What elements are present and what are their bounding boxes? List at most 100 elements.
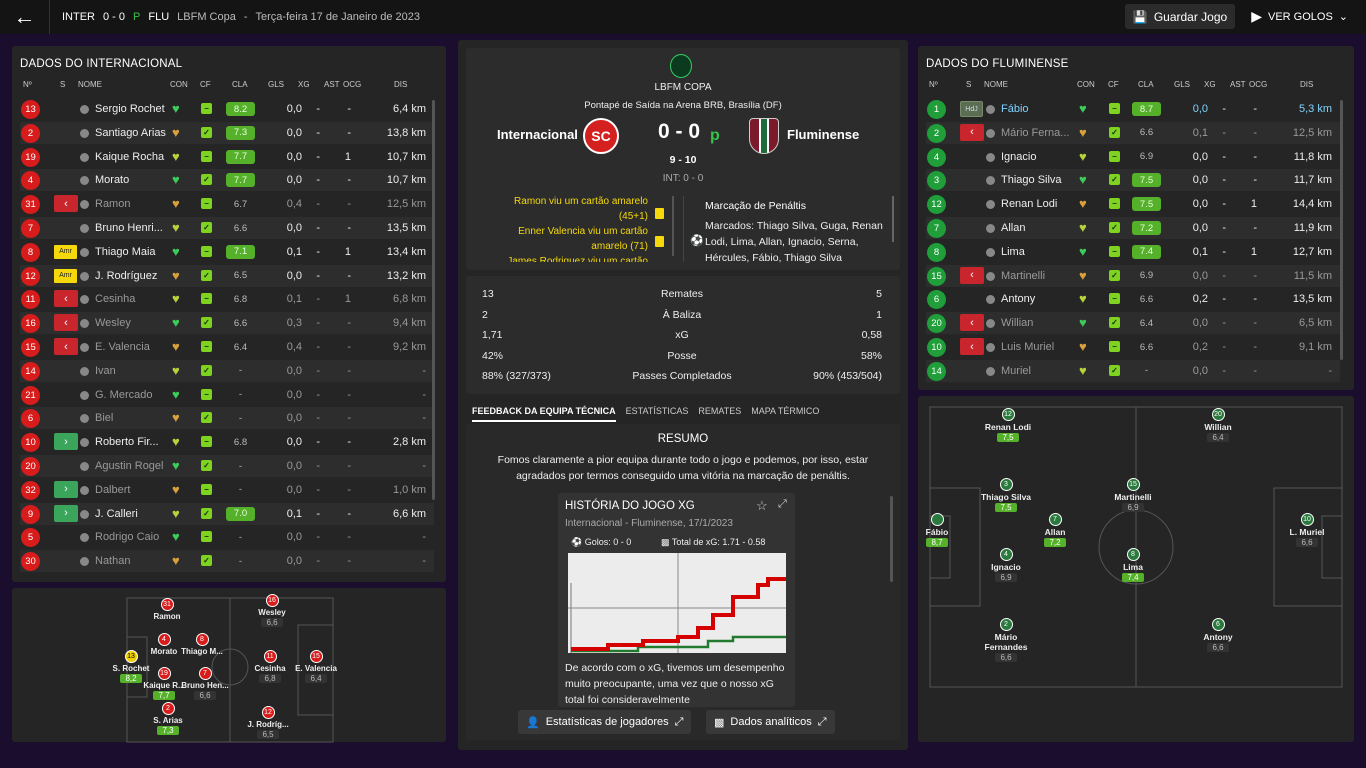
- column-header-cf[interactable]: CF: [200, 80, 211, 89]
- pitch-player[interactable]: 11 Cesinha 6,8: [240, 650, 300, 683]
- table-row[interactable]: 14 Muriel ♥ ✓ - 0,0 - - -: [926, 359, 1340, 382]
- table-row[interactable]: 4 Morato ♥ ✓ 7.7 0,0 - - 10,7 km: [20, 169, 434, 192]
- tab-heatmap[interactable]: MAPA TÉRMICO: [751, 406, 820, 416]
- table-row[interactable]: 9 › J. Calleri ♥ ✓ 7.0 0,1 - - 6,6 km: [20, 502, 434, 525]
- pitch-player[interactable]: 10 L. Muriel 6,6: [1277, 513, 1337, 547]
- player-name[interactable]: Allan: [1001, 222, 1026, 234]
- table-row[interactable]: 32 › Dalbert ♥ − - 0,0 - - 1,0 km: [20, 479, 434, 501]
- player-name[interactable]: Rodrigo Caio: [95, 531, 160, 544]
- player-name[interactable]: Luis Muriel: [1001, 341, 1055, 353]
- table-row[interactable]: 1 HdJ Fábio ♥ − 8.7 0,0 - - 5,3 km: [926, 98, 1340, 120]
- column-header-ocg[interactable]: OCG: [343, 80, 362, 89]
- player-name[interactable]: Biel: [95, 412, 114, 425]
- pitch-player[interactable]: 20 Willian 6,4: [1188, 408, 1248, 442]
- player-name[interactable]: Nathan: [95, 555, 131, 568]
- column-header-s[interactable]: S: [60, 80, 66, 89]
- player-name[interactable]: Sergio Rochet: [95, 103, 165, 115]
- column-header-name[interactable]: NOME: [984, 80, 1008, 89]
- column-header-dis[interactable]: DIS: [1300, 80, 1314, 89]
- scrollbar[interactable]: [892, 196, 894, 242]
- column-header-gls[interactable]: GLS: [1174, 80, 1191, 89]
- table-row[interactable]: 15 ‹ Martinelli ♥ ✓ 6.9 0,0 - - 11,5 km: [926, 264, 1340, 287]
- table-row[interactable]: 20 ‹ Willian ♥ ✓ 6.4 0,0 - - 6,5 km: [926, 312, 1340, 335]
- pitch-player[interactable]: 3 Thiago Silva 7,5: [976, 478, 1036, 512]
- pitch-player[interactable]: 2 Mário Fernandes 6,6: [976, 618, 1036, 662]
- table-row[interactable]: 12 Amr J. Rodríguez ♥ ✓ 6.5 0,0 - - 13,2 km: [20, 264, 434, 287]
- player-name[interactable]: Thiago Silva: [1001, 174, 1062, 187]
- player-name[interactable]: Ignacio: [1001, 150, 1037, 163]
- table-row[interactable]: 7 Bruno Henri... ♥ ✓ 6.6 0,0 - - 13,5 km: [20, 217, 434, 239]
- table-row[interactable]: 2 Santiago Arias ♥ ✓ 7.3 0,0 - - 13,8 km: [20, 121, 434, 144]
- player-name[interactable]: Santiago Arias: [95, 126, 166, 139]
- table-row[interactable]: 6 Biel ♥ ✓ - 0,0 - - -: [20, 407, 434, 430]
- table-row[interactable]: 31 ‹ Ramon ♥ − 6.7 0,4 - - 12,5 km: [20, 193, 434, 215]
- column-header-dis[interactable]: DIS: [394, 80, 408, 89]
- column-header-gls[interactable]: GLS: [268, 80, 285, 89]
- pitch-player[interactable]: 15 E. Valencia 6,4: [286, 650, 346, 683]
- table-row[interactable]: 19 Kaique Rocha ♥ − 7.7 0,0 - 1 10,7 km: [20, 146, 434, 168]
- table-row[interactable]: 2 ‹ Mário Ferna... ♥ ✓ 6.6 0,1 - - 12,5 km: [926, 121, 1340, 144]
- pitch-player[interactable]: 8 Thiago M...: [172, 633, 232, 656]
- player-name[interactable]: Roberto Fir...: [95, 436, 159, 449]
- back-arrow-icon[interactable]: ←: [0, 0, 50, 34]
- table-row[interactable]: 7 Allan ♥ ✓ 7.2 0,0 - - 11,9 km: [926, 217, 1340, 239]
- view-goals-button[interactable]: ▶ VER GOLOS ⌄: [1243, 4, 1356, 29]
- pitch-player[interactable]: 16 Wesley 6,6: [242, 594, 302, 627]
- pitch-player[interactable]: 12 J. Rodríg... 6,5: [238, 706, 298, 739]
- player-name[interactable]: Muriel: [1001, 364, 1031, 377]
- column-header-ast[interactable]: AST: [324, 80, 340, 89]
- pitch-player[interactable]: 4 Morato: [134, 633, 194, 656]
- analytics-button[interactable]: ▩ Dados analíticos ⤢: [706, 710, 835, 734]
- scrollbar[interactable]: [1340, 100, 1343, 360]
- pitch-player[interactable]: 13 S. Rochet 8,2: [101, 650, 161, 683]
- scrollbar[interactable]: [432, 100, 435, 500]
- player-name[interactable]: Agustin Rogel: [95, 460, 164, 472]
- pitch-player[interactable]: 31 Ramon: [137, 598, 197, 621]
- table-row[interactable]: 15 ‹ E. Valencia ♥ − 6.4 0,4 - - 9,2 km: [20, 336, 434, 358]
- table-row[interactable]: 21 G. Mercado ♥ − - 0,0 - - -: [20, 384, 434, 406]
- scrollbar[interactable]: [672, 196, 674, 256]
- column-header-ocg[interactable]: OCG: [1249, 80, 1268, 89]
- table-row[interactable]: 30 Nathan ♥ ✓ - 0,0 - - -: [20, 550, 434, 573]
- star-icon[interactable]: ☆: [756, 498, 768, 513]
- table-row[interactable]: 8 Lima ♥ −7.4 0,1 - 1 12,7 km: [926, 241, 1340, 263]
- player-name[interactable]: Kaique Rocha: [95, 150, 165, 163]
- table-row[interactable]: 5 Rodrigo Caio ♥ − - 0,0 - - -: [20, 526, 434, 548]
- table-row[interactable]: 10 ‹ Luis Muriel ♥ − 6.6 0,2 - - 9,1 km: [926, 336, 1340, 358]
- player-name[interactable]: Mário Ferna...: [1001, 126, 1070, 139]
- table-row[interactable]: 13 Sergio Rochet ♥ − 8.2 0,0 - - 6,4 km: [20, 98, 434, 120]
- player-name[interactable]: Thiago Maia: [95, 245, 156, 258]
- player-name[interactable]: Ramon: [95, 198, 131, 211]
- column-header-con[interactable]: CON: [1077, 80, 1095, 89]
- table-row[interactable]: 10 › Roberto Fir... ♥ − 6.8 0,0 - - 2,8 km: [20, 431, 434, 453]
- player-name[interactable]: Wesley: [95, 317, 131, 330]
- column-header-no[interactable]: Nº: [929, 80, 938, 89]
- player-name[interactable]: Renan Lodi: [1001, 198, 1058, 211]
- player-name[interactable]: Morato: [95, 174, 130, 187]
- tab-feedback[interactable]: FEEDBACK DA EQUIPA TÉCNICA: [472, 402, 616, 422]
- pitch-player[interactable]: 7 Allan 7,2: [1025, 513, 1085, 547]
- column-header-cla[interactable]: CLA: [1138, 80, 1154, 89]
- tab-statistics[interactable]: ESTATÍSTICAS: [625, 406, 689, 416]
- column-header-cla[interactable]: CLA: [232, 80, 248, 89]
- save-game-button[interactable]: 💾 Guardar Jogo: [1124, 4, 1236, 29]
- column-header-ast[interactable]: AST: [1230, 80, 1246, 89]
- column-header-xg[interactable]: XG: [1204, 80, 1216, 89]
- pitch-player[interactable]: 7 Bruno Hen... 6,6: [175, 667, 235, 700]
- table-row[interactable]: 4 Ignacio ♥ − 6.9 0,0 - - 11,8 km: [926, 146, 1340, 168]
- player-name[interactable]: Willian: [1001, 317, 1034, 330]
- table-row[interactable]: 6 Antony ♥ − 6.6 0,2 - - 13,5 km: [926, 288, 1340, 310]
- player-name[interactable]: J. Calleri: [95, 507, 138, 520]
- player-name[interactable]: E. Valencia: [95, 341, 150, 353]
- table-row[interactable]: 8 Amr Thiago Maia ♥ − 7.1 0,1 - 1 13,4 km: [20, 241, 434, 263]
- column-header-xg[interactable]: XG: [298, 80, 310, 89]
- pitch-player[interactable]: 2 S. Arias 7,3: [138, 702, 198, 735]
- pitch-player[interactable]: 15 Martinelli 6,9: [1103, 478, 1163, 512]
- table-row[interactable]: 16 ‹ Wesley ♥ ✓ 6.6 0,3 - - 9,4 km: [20, 312, 434, 335]
- player-name[interactable]: Fábio: [1001, 103, 1029, 115]
- pitch-player[interactable]: 6 Antony 6,6: [1188, 618, 1248, 652]
- table-row[interactable]: 12 Renan Lodi ♥ −7.5 0,0 - 1 14,4 km: [926, 193, 1340, 215]
- table-row[interactable]: 3 Thiago Silva ♥ ✓ 7.5 0,0 - - 11,7 km: [926, 169, 1340, 192]
- column-header-no[interactable]: Nº: [23, 80, 32, 89]
- table-row[interactable]: 11 ‹ Cesinha ♥ − 6.8 0,1 - 1 6,8 km: [20, 288, 434, 310]
